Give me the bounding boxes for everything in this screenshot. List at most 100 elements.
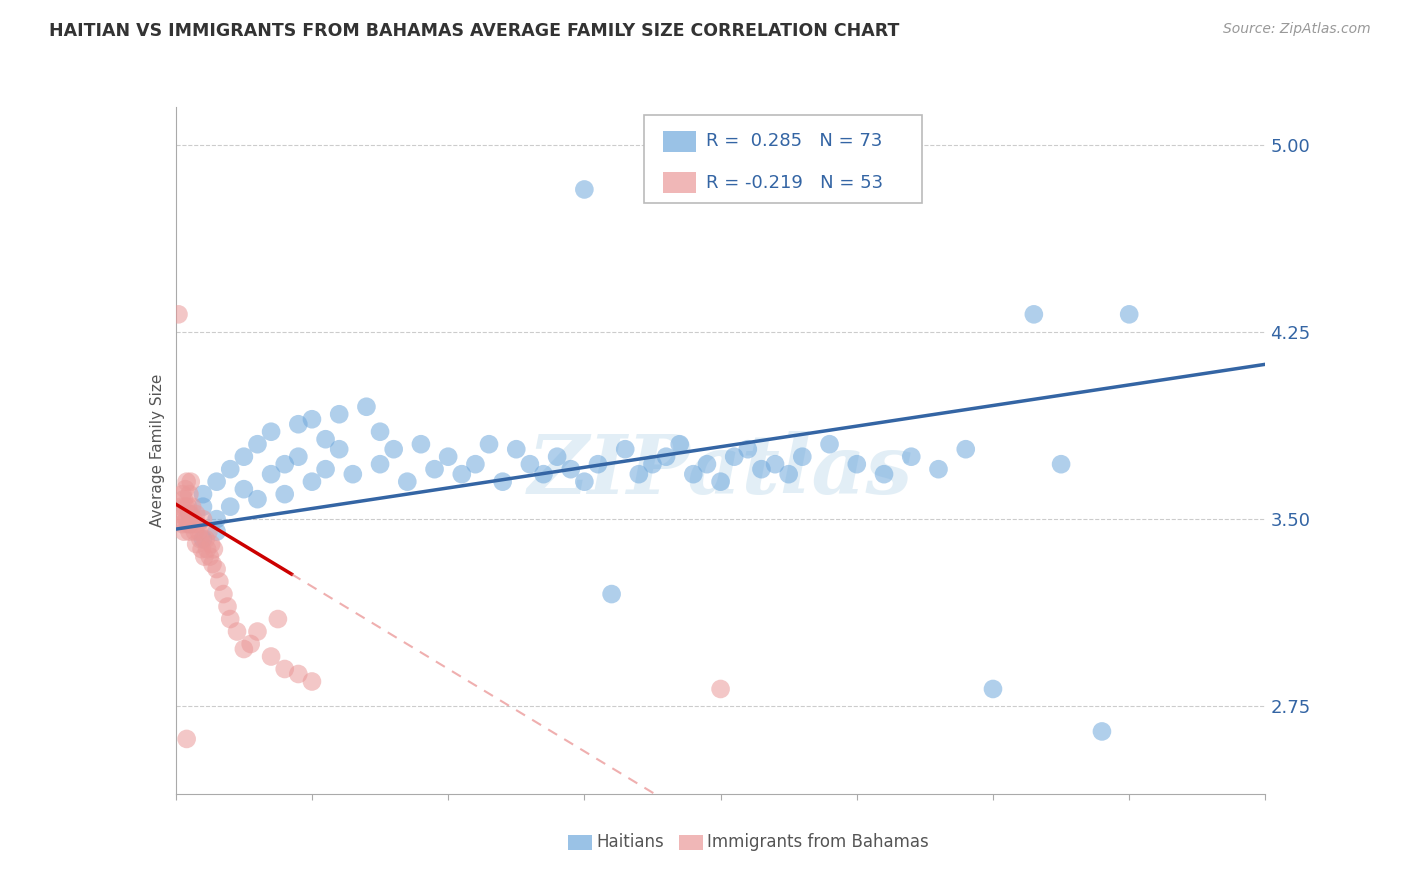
Point [246, 624, 269, 639]
Point [981, 681, 1004, 696]
Point [396, 475, 419, 489]
Point [763, 457, 786, 471]
Point [478, 437, 501, 451]
Point [186, 517, 209, 532]
Point [356, 400, 378, 414]
Point [519, 457, 541, 471]
Point [190, 542, 212, 557]
Point [173, 492, 195, 507]
Point [574, 182, 596, 196]
Point [226, 624, 249, 639]
Point [179, 517, 201, 532]
Point [1022, 307, 1045, 321]
Point [900, 450, 922, 464]
Point [368, 457, 391, 471]
Point [641, 457, 664, 471]
Point [174, 482, 197, 496]
Point [172, 487, 194, 501]
Point [409, 437, 432, 451]
Point [274, 487, 297, 501]
Bar [662, 131, 696, 152]
Point [219, 612, 242, 626]
Y-axis label: Average Family Size: Average Family Size [149, 374, 165, 527]
Point [186, 537, 208, 551]
Point [200, 537, 222, 551]
Point [179, 524, 201, 539]
Point [533, 467, 555, 482]
Point [194, 532, 217, 546]
Point [195, 542, 218, 557]
Point [505, 442, 527, 457]
Point [179, 507, 201, 521]
Point [574, 475, 596, 489]
Point [173, 524, 195, 539]
Point [301, 475, 323, 489]
Point [450, 467, 472, 482]
Point [191, 487, 214, 501]
Point [205, 475, 228, 489]
Point [186, 507, 208, 521]
Point [191, 500, 214, 514]
Point [174, 500, 197, 514]
Point [187, 524, 209, 539]
Point [955, 442, 977, 457]
Text: Source: ZipAtlas.com: Source: ZipAtlas.com [1223, 22, 1371, 37]
Text: R = -0.219   N = 53: R = -0.219 N = 53 [706, 174, 883, 192]
Point [287, 667, 309, 681]
Text: ZIPatlas: ZIPatlas [527, 431, 914, 511]
Point [239, 637, 262, 651]
Point [655, 450, 678, 464]
Point [197, 524, 219, 539]
Point [301, 412, 323, 426]
Point [191, 532, 214, 546]
Text: HAITIAN VS IMMIGRANTS FROM BAHAMAS AVERAGE FAMILY SIZE CORRELATION CHART: HAITIAN VS IMMIGRANTS FROM BAHAMAS AVERA… [49, 22, 900, 40]
Point [198, 549, 221, 564]
Point [176, 512, 198, 526]
Point [845, 457, 868, 471]
Point [382, 442, 405, 457]
Point [205, 562, 228, 576]
Point [217, 599, 239, 614]
Point [181, 517, 204, 532]
Point [167, 307, 190, 321]
Point [170, 500, 193, 514]
Point [169, 512, 191, 526]
Point [328, 442, 350, 457]
Point [287, 450, 309, 464]
Point [180, 475, 202, 489]
Point [1118, 307, 1140, 321]
Point [183, 512, 205, 526]
Point [177, 500, 200, 514]
Point [167, 507, 190, 521]
Point [246, 437, 269, 451]
Point [696, 457, 718, 471]
Point [201, 557, 224, 571]
Point [668, 437, 690, 451]
Bar [568, 835, 592, 850]
Bar [679, 835, 703, 850]
Point [315, 432, 337, 446]
Point [232, 450, 254, 464]
Point [492, 475, 515, 489]
Point [212, 587, 235, 601]
Point [301, 674, 323, 689]
Point [179, 487, 201, 501]
Point [560, 462, 582, 476]
Point [246, 492, 269, 507]
Point [191, 512, 214, 526]
Point [176, 475, 198, 489]
Point [546, 450, 568, 464]
Point [792, 450, 814, 464]
Point [437, 450, 460, 464]
Point [193, 549, 215, 564]
Point [423, 462, 446, 476]
Point [627, 467, 650, 482]
Point [328, 407, 350, 421]
Point [1091, 724, 1114, 739]
Point [818, 437, 841, 451]
Point [274, 662, 297, 676]
Point [682, 467, 704, 482]
Point [710, 681, 733, 696]
Text: Immigrants from Bahamas: Immigrants from Bahamas [707, 833, 929, 851]
Point [600, 587, 623, 601]
